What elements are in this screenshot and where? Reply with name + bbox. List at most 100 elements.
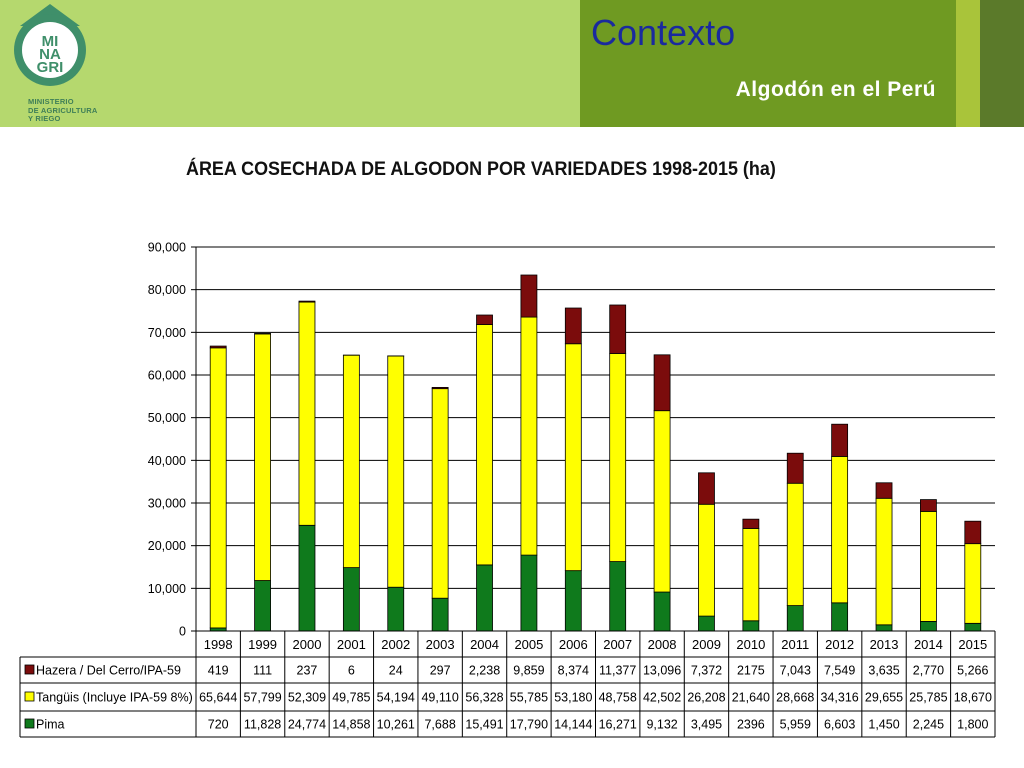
bar-segment [209, 345, 227, 349]
bar-segment [476, 314, 493, 325]
x-tick-label: 2015 [958, 637, 987, 652]
x-tick-label: 2007 [603, 637, 632, 652]
bar-segment [298, 301, 316, 526]
bar-segment [609, 561, 627, 632]
data-label: 56,328 [465, 691, 503, 705]
logo-org-line: DE AGRICULTURA [28, 105, 98, 115]
data-label: 297 [430, 664, 451, 678]
data-label: 34,316 [821, 691, 859, 705]
data-label: 24,774 [288, 718, 326, 732]
data-label: 57,799 [243, 691, 281, 705]
data-label: 54,194 [377, 691, 415, 705]
bar-segment [254, 333, 271, 581]
bar-segment [342, 354, 360, 569]
y-tick-label: 20,000 [148, 539, 186, 553]
x-tick-label: 2006 [559, 637, 588, 652]
data-label: 720 [208, 718, 229, 732]
bar-segment [920, 511, 937, 622]
page-title: Contexto [591, 12, 736, 53]
y-tick-label: 90,000 [148, 241, 186, 255]
data-label: 15,491 [465, 718, 503, 732]
data-label: 3,635 [868, 664, 899, 678]
data-label: 21,640 [732, 691, 770, 705]
bar-segment [786, 605, 804, 632]
data-label: 9,132 [646, 718, 677, 732]
bar-segment [875, 624, 893, 632]
bar-segment [298, 524, 316, 632]
y-tick-label: 70,000 [148, 326, 186, 340]
bar-segment [875, 497, 893, 626]
data-label: 65,644 [199, 691, 237, 705]
data-label: 3,495 [691, 718, 722, 732]
data-label: 5,266 [957, 664, 988, 678]
logo-line-1: MI [42, 33, 59, 50]
bar-segment [609, 353, 627, 562]
bar-segment [431, 386, 449, 390]
x-tick-label: 1999 [248, 637, 277, 652]
bar-segment [387, 355, 405, 588]
data-label: 55,785 [510, 691, 548, 705]
minagri-logo-icon: MI NA GRI [14, 4, 86, 86]
bar-segment [209, 347, 227, 629]
data-label: 29,655 [865, 691, 903, 705]
bar-segment [964, 622, 982, 632]
data-label: 2,238 [469, 664, 500, 678]
data-label: 7,549 [824, 664, 855, 678]
data-label: 11,377 [599, 664, 636, 678]
legend-label: Pima [36, 718, 65, 732]
bar-segment [831, 602, 849, 632]
x-tick-label: 2008 [648, 637, 677, 652]
data-label: 49,110 [421, 691, 458, 705]
y-tick-label: 30,000 [148, 497, 186, 511]
data-label: 10,261 [377, 718, 415, 732]
bar-segment [520, 274, 538, 318]
data-label: 2,245 [913, 718, 944, 732]
bar-segment [653, 354, 671, 412]
data-label: 25,785 [909, 691, 947, 705]
data-label: 1,450 [868, 718, 899, 732]
data-label: 237 [297, 664, 318, 678]
data-label: 7,372 [691, 664, 722, 678]
bar-segment [653, 591, 671, 632]
data-label: 48,758 [599, 691, 637, 705]
legend-label: Tangüis (Incluye IPA-59 8%) [36, 691, 193, 705]
data-label: 42,502 [643, 691, 681, 705]
data-label: 18,670 [954, 691, 992, 705]
x-tick-label: 2000 [293, 637, 322, 652]
legend-label: Hazera / Del Cerro/IPA-59 [36, 664, 181, 678]
data-label: 8,374 [558, 664, 589, 678]
x-tick-label: 1998 [204, 637, 233, 652]
x-tick-label: 2014 [914, 637, 943, 652]
logo-org-line: MINISTERIO [28, 97, 74, 106]
data-label: 49,785 [332, 691, 370, 705]
x-tick-label: 2002 [381, 637, 410, 652]
data-label: 7,043 [780, 664, 811, 678]
bar-segment [786, 452, 804, 484]
chart-title: ÁREA COSECHADA DE ALGODON POR VARIEDADES… [186, 158, 776, 180]
data-label: 6,603 [824, 718, 855, 732]
data-label: 14,858 [332, 718, 370, 732]
y-tick-label: 60,000 [148, 369, 186, 383]
data-label: 52,309 [288, 691, 326, 705]
page-subtitle: Algodón en el Perú [735, 78, 936, 101]
bar-segment [964, 520, 982, 545]
x-tick-label: 2013 [870, 637, 899, 652]
bar-segment [698, 615, 715, 632]
data-label: 419 [208, 664, 229, 678]
header-left-panel [0, 0, 580, 127]
x-tick-label: 2004 [470, 637, 499, 652]
x-tick-label: 2009 [692, 637, 721, 652]
x-tick-label: 2003 [426, 637, 455, 652]
data-label: 17,790 [510, 718, 548, 732]
data-label: 9,859 [513, 664, 544, 678]
logo-line-2: NA [39, 46, 61, 63]
legend-key [24, 664, 35, 675]
bar-segment [875, 482, 893, 499]
legend-key [24, 718, 35, 729]
bar-segment [564, 307, 582, 345]
bar-segment [831, 423, 849, 457]
y-tick-label: 50,000 [148, 411, 186, 425]
bar-segment [431, 597, 449, 632]
logo-line-3: GRI [37, 59, 64, 76]
header-stripe-light [956, 0, 980, 127]
